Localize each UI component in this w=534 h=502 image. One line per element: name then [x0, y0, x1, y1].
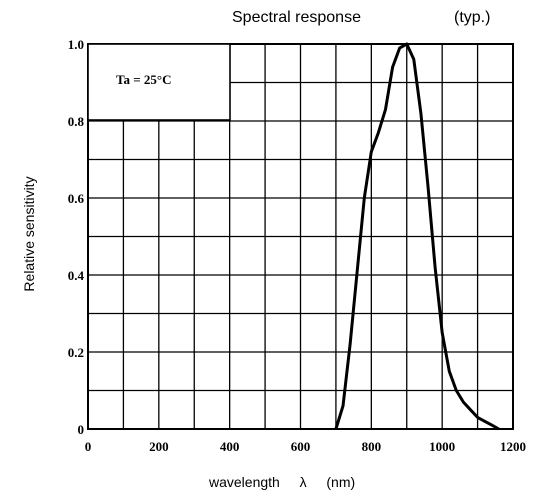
x-tick-label: 200	[149, 439, 169, 454]
x-tick-label: 1200	[500, 439, 526, 454]
condition-box: Ta = 25°C	[87, 43, 231, 121]
condition-box-frame	[87, 43, 231, 121]
x-tick-label: 800	[362, 439, 382, 454]
x-axis-label: wavelength λ (nm)	[209, 474, 355, 490]
x-axis-label-text: wavelength	[209, 474, 280, 490]
y-tick-labels: 0 0.2 0.4 0.6 0.8 1.0	[68, 37, 85, 437]
y-tick-label: 0.4	[68, 268, 85, 283]
condition-label: Ta = 25°C	[116, 72, 171, 87]
y-tick-label: 0.2	[68, 345, 84, 360]
x-tick-labels: 0 200 400 600 800 1000 1200	[85, 439, 526, 454]
y-tick-label: 0.8	[68, 114, 85, 129]
x-tick-label: 0	[85, 439, 92, 454]
y-tick-label: 0.6	[68, 191, 85, 206]
chart-title: Spectral response	[232, 9, 361, 26]
x-tick-label: 600	[291, 439, 311, 454]
plot-frame	[87, 43, 514, 430]
x-tick-label: 1000	[429, 439, 455, 454]
chart-title-note: (typ.)	[454, 9, 491, 26]
y-tick-label: 0	[78, 422, 85, 437]
lambda-symbol: λ	[299, 474, 307, 490]
x-axis-unit: (nm)	[326, 474, 356, 490]
y-tick-label: 1.0	[68, 37, 84, 52]
x-tick-label: 400	[220, 439, 240, 454]
series-line	[334, 42, 500, 431]
